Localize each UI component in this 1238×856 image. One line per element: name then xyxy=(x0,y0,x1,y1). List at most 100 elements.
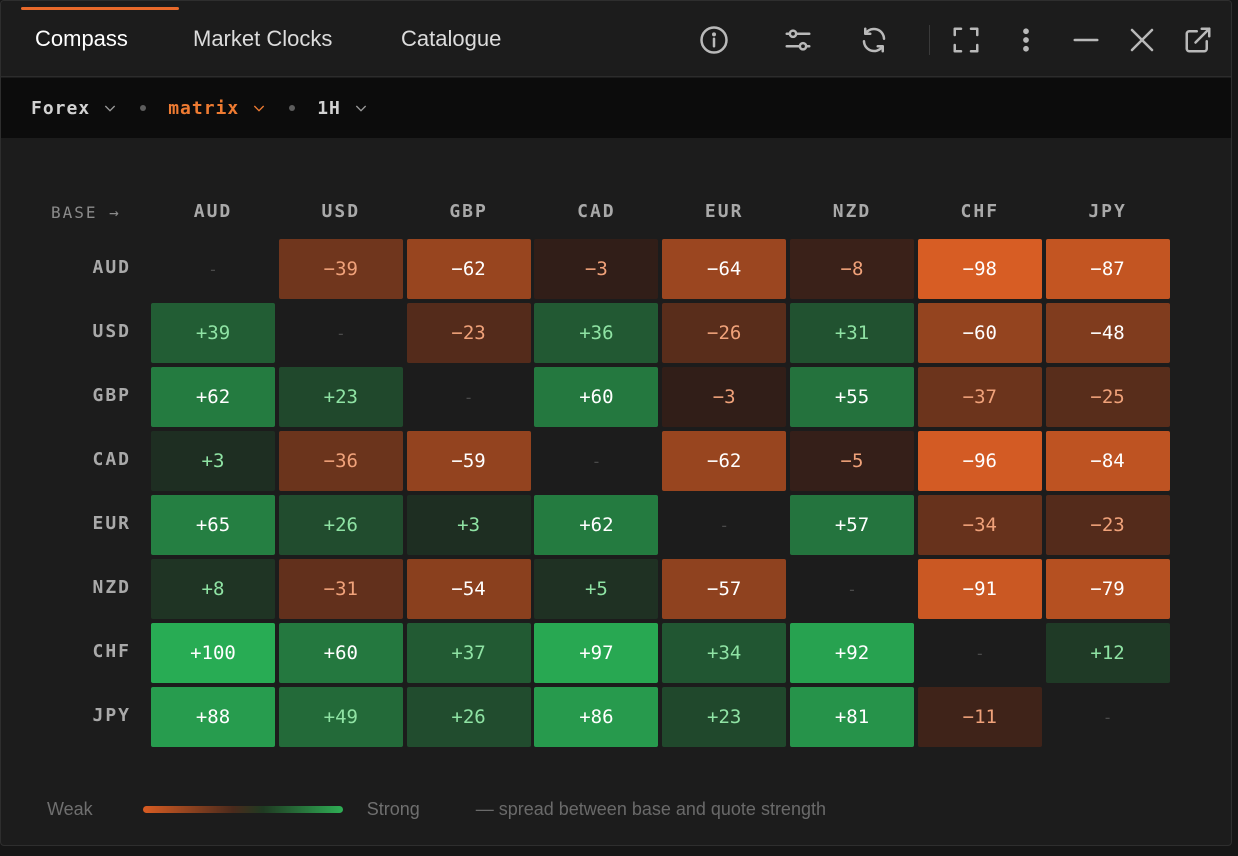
market-dropdown[interactable]: Forex xyxy=(31,98,118,119)
matrix-cell[interactable]: −31 xyxy=(278,559,403,619)
popout-icon[interactable] xyxy=(1181,23,1215,57)
expand-icon[interactable] xyxy=(949,23,983,57)
matrix-cell[interactable]: - xyxy=(719,515,729,535)
matrix-cell[interactable]: −57 xyxy=(662,559,787,619)
matrix-cell[interactable]: +49 xyxy=(278,687,403,747)
matrix-cell[interactable]: −87 xyxy=(1045,239,1170,299)
matrix-cell[interactable]: −23 xyxy=(1045,495,1170,555)
refresh-icon[interactable] xyxy=(857,23,891,57)
matrix-cell[interactable]: - xyxy=(208,259,218,279)
matrix-cell[interactable]: +92 xyxy=(790,623,914,683)
matrix-cell[interactable]: −62 xyxy=(662,431,787,491)
matrix-cell[interactable]: +60 xyxy=(278,623,403,683)
info-icon[interactable] xyxy=(697,23,731,57)
matrix-cell[interactable]: +86 xyxy=(534,687,659,747)
matrix-cell[interactable]: +57 xyxy=(790,495,914,555)
matrix-cell[interactable]: −98 xyxy=(917,239,1042,299)
matrix-cell[interactable]: −11 xyxy=(917,687,1042,747)
row-header-usd: USD xyxy=(92,321,131,342)
matrix-cell[interactable]: +23 xyxy=(278,367,403,427)
matrix-cell[interactable]: −54 xyxy=(406,559,531,619)
matrix-cell[interactable]: - xyxy=(974,643,985,663)
matrix-cell[interactable]: −64 xyxy=(662,239,787,299)
row-header-aud: AUD xyxy=(92,257,131,278)
matrix-cell[interactable]: +97 xyxy=(534,623,659,683)
matrix-cell[interactable]: +3 xyxy=(151,431,275,491)
sliders-icon[interactable] xyxy=(781,23,815,57)
column-header-eur: EUR xyxy=(704,201,744,222)
matrix-cell[interactable]: −36 xyxy=(278,431,403,491)
matrix-cell[interactable]: −3 xyxy=(534,239,659,299)
matrix-cell[interactable]: −3 xyxy=(662,367,787,427)
timeframe-dropdown[interactable]: 1H xyxy=(317,98,369,119)
row-header-chf: CHF xyxy=(92,641,131,662)
timeframe-label: 1H xyxy=(317,97,341,119)
matrix-cell[interactable]: +3 xyxy=(406,495,531,555)
matrix-cell[interactable]: −8 xyxy=(790,239,914,299)
tab-market-clocks[interactable]: Market Clocks xyxy=(193,26,333,51)
tab-catalogue[interactable]: Catalogue xyxy=(401,26,502,51)
column-header-cad: CAD xyxy=(577,201,616,222)
matrix-cell[interactable]: −25 xyxy=(1045,367,1170,427)
matrix-cell[interactable]: +26 xyxy=(406,687,531,747)
matrix-cell[interactable]: +12 xyxy=(1045,623,1170,683)
matrix-cell[interactable]: −37 xyxy=(917,367,1042,427)
matrix-cell[interactable]: −60 xyxy=(917,303,1042,363)
matrix-cell[interactable]: +23 xyxy=(662,687,787,747)
column-header-gbp: GBP xyxy=(449,201,488,222)
matrix-cell[interactable]: +31 xyxy=(790,303,914,363)
market-label: Forex xyxy=(31,97,91,119)
strength-matrix: BASE → AUD USD GBP CAD EUR NZD CHF JPY AUD - −39 −6… xyxy=(1,139,1231,779)
matrix-cell[interactable]: +36 xyxy=(534,303,659,363)
column-header-nzd: NZD xyxy=(832,201,872,222)
legend-weak-label: Weak xyxy=(47,798,93,819)
matrix-cell[interactable]: +81 xyxy=(790,687,914,747)
minimize-icon[interactable] xyxy=(1069,23,1103,57)
matrix-cell[interactable]: +55 xyxy=(790,367,914,427)
legend: Weak Strong — spread between base and qu… xyxy=(47,797,826,821)
matrix-cell[interactable]: +62 xyxy=(151,367,275,427)
matrix-cell[interactable]: +39 xyxy=(151,303,275,363)
matrix-cell[interactable]: −26 xyxy=(662,303,787,363)
matrix-cell[interactable]: −23 xyxy=(406,303,531,363)
more-vertical-icon[interactable] xyxy=(1009,23,1043,57)
matrix-cell[interactable]: - xyxy=(463,387,474,407)
matrix-cell[interactable]: - xyxy=(847,579,857,599)
matrix-cell[interactable]: −34 xyxy=(917,495,1042,555)
matrix-cell[interactable]: - xyxy=(591,451,602,471)
matrix-cell[interactable]: +8 xyxy=(151,559,275,619)
matrix-cell[interactable]: −59 xyxy=(406,431,531,491)
top-bar: Compass Market Clocks Catalogue xyxy=(1,1,1231,77)
matrix-cell[interactable]: +88 xyxy=(151,687,275,747)
matrix-cell[interactable]: +34 xyxy=(662,623,787,683)
matrix-cell[interactable]: - xyxy=(335,323,346,343)
view-dropdown[interactable]: matrix xyxy=(168,98,267,119)
separator-dot xyxy=(289,105,296,111)
column-header-usd: USD xyxy=(321,201,361,222)
row-header-nzd: NZD xyxy=(92,577,131,598)
matrix-cell[interactable]: −62 xyxy=(406,239,531,299)
close-icon[interactable] xyxy=(1125,23,1159,57)
chevron-down-icon xyxy=(105,105,116,112)
matrix-cell[interactable]: −84 xyxy=(1045,431,1170,491)
matrix-cell[interactable]: +100 xyxy=(151,623,275,683)
matrix-cell[interactable]: +60 xyxy=(534,367,659,427)
matrix-cell[interactable]: −5 xyxy=(790,431,914,491)
matrix-cell[interactable]: +65 xyxy=(151,495,275,555)
matrix-cell[interactable]: - xyxy=(1102,707,1113,727)
matrix-cell[interactable]: −48 xyxy=(1045,303,1170,363)
column-header-aud: AUD xyxy=(193,201,233,222)
matrix-cell[interactable]: +62 xyxy=(534,495,659,555)
matrix-cell[interactable]: −39 xyxy=(278,239,403,299)
chevron-down-icon xyxy=(355,105,367,112)
tab-compass[interactable]: Compass xyxy=(21,1,179,77)
matrix-cell[interactable]: +5 xyxy=(534,559,659,619)
column-header-jpy: JPY xyxy=(1088,201,1127,222)
matrix-cell[interactable]: +26 xyxy=(278,495,403,555)
toolbar-divider xyxy=(929,25,930,55)
matrix-cell[interactable]: −96 xyxy=(917,431,1042,491)
matrix-cell[interactable]: −79 xyxy=(1045,559,1170,619)
matrix-cell[interactable]: +37 xyxy=(406,623,531,683)
matrix-cell[interactable]: −91 xyxy=(917,559,1042,619)
